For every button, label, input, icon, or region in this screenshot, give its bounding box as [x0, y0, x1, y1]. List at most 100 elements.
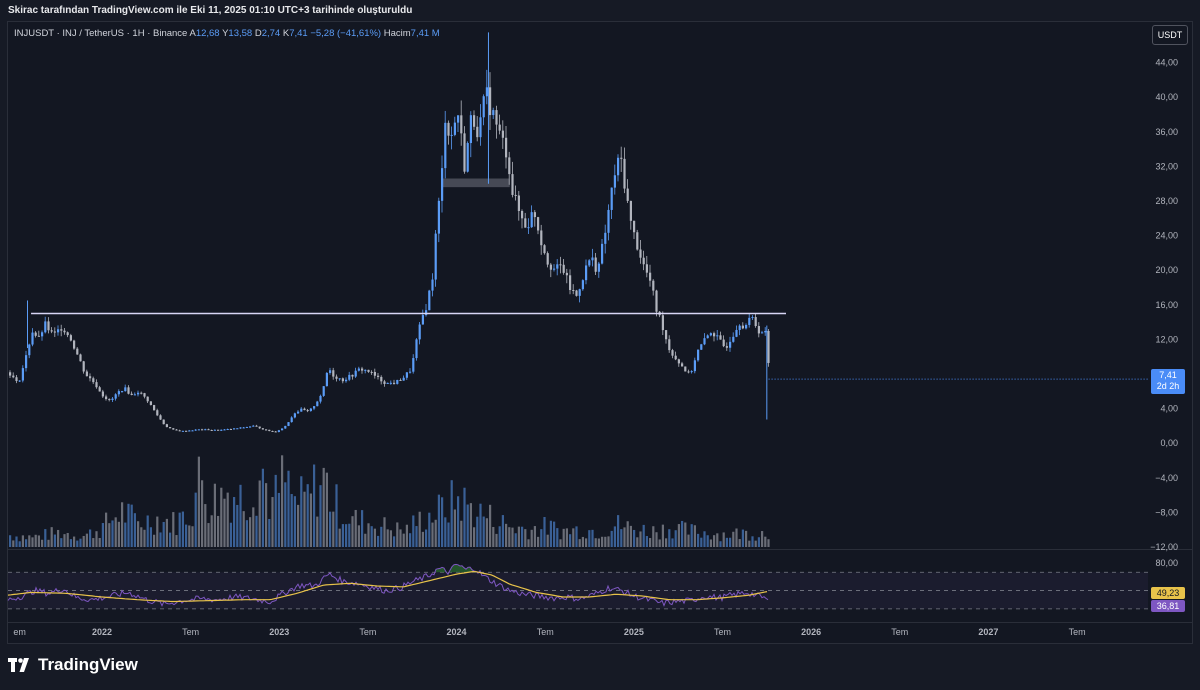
symbol-name[interactable]: INJUSDT · INJ / TetherUS · 1H · Binance — [14, 28, 188, 39]
rsi-value-badge: 36,81 — [1151, 600, 1185, 612]
close-value: 7,41 — [289, 28, 308, 39]
volume-bar — [729, 537, 732, 547]
volume-bar — [82, 535, 85, 547]
candle-body — [546, 253, 549, 265]
volume-bar — [565, 528, 568, 547]
volume-bar — [319, 485, 322, 547]
volume-bar — [50, 527, 53, 547]
candle-body — [271, 430, 274, 432]
volume-bar — [508, 527, 511, 547]
candle-body — [729, 341, 732, 348]
volume-bar — [549, 520, 552, 547]
price-chart-svg: 44,00 40,00 36,00 32,00 28,00 24,00 20,00 16,00… — [7, 32, 1192, 637]
tradingview-logo[interactable]: TradingView — [8, 655, 138, 675]
volume-bar — [633, 529, 636, 547]
volume-bar — [412, 515, 415, 547]
volume-bar — [25, 539, 28, 547]
time-tick-label: 2024 — [447, 627, 467, 637]
volume-bar — [537, 536, 540, 547]
volume-bar — [405, 524, 408, 547]
volume-bar — [559, 539, 562, 547]
symbol-legend[interactable]: INJUSDT · INJ / TetherUS · 1H · Binance … — [14, 28, 440, 39]
volume-bar — [149, 527, 152, 547]
candle-body — [197, 429, 200, 431]
volume-bar — [361, 510, 364, 547]
candle-body — [364, 369, 367, 371]
time-tick-label: Tem — [537, 627, 554, 637]
volume-bar — [450, 480, 453, 547]
volume-bar — [562, 528, 565, 547]
candle-body — [655, 290, 658, 312]
price-tick-label: 44,00 — [1155, 58, 1178, 68]
candle-body — [98, 387, 101, 392]
volume-bar — [351, 516, 354, 547]
volume-bar — [281, 455, 284, 547]
candle-body — [543, 245, 546, 254]
candle-body — [434, 233, 437, 280]
price-tick-label: 4,00 — [1160, 404, 1178, 414]
volume-bar — [316, 516, 319, 547]
candle-body — [501, 130, 504, 138]
time-tick-label: 2023 — [269, 627, 289, 637]
candle-body — [610, 187, 613, 210]
price-tick-label: 40,00 — [1155, 92, 1178, 102]
candle-body — [447, 122, 450, 136]
volume-bar — [57, 529, 60, 547]
candle-body — [601, 243, 604, 264]
candle-body — [649, 272, 652, 281]
candle-body — [121, 391, 124, 393]
candle-body — [66, 332, 69, 336]
candle-body — [767, 330, 770, 363]
candle-body — [511, 174, 514, 195]
candle-body — [415, 339, 418, 359]
volume-bar — [681, 520, 684, 547]
candle-body — [37, 335, 40, 337]
volume-bar — [713, 535, 716, 547]
volume-bar — [617, 515, 620, 547]
volume-bar — [37, 535, 40, 547]
volume-bar — [441, 497, 444, 547]
candle-body — [57, 329, 60, 333]
volume-bar — [66, 532, 69, 547]
volume-bar — [322, 467, 325, 547]
volume-bar — [517, 526, 520, 547]
chart-caption: Skirac tarafından TradingView.com ile Ek… — [8, 5, 413, 16]
volume-bar — [162, 521, 165, 547]
candle-body — [108, 399, 111, 401]
low-value: 2,74 — [261, 28, 281, 39]
price-tick-label: 24,00 — [1155, 231, 1178, 241]
candle-body — [588, 260, 591, 266]
volume-bar — [575, 526, 578, 547]
candle-body — [210, 430, 213, 432]
candle-body — [89, 376, 92, 379]
candle-body — [130, 393, 133, 395]
candle-body — [319, 395, 322, 402]
volume-bar — [521, 526, 524, 547]
volume-bar — [197, 456, 200, 547]
candle-body — [162, 419, 165, 425]
volume-bar — [108, 523, 111, 547]
price-tick-label: 0,00 — [1160, 438, 1178, 448]
candle-body — [361, 368, 364, 371]
candle-body — [482, 96, 485, 118]
volume-bar — [207, 523, 210, 547]
currency-button[interactable]: USDT — [1152, 25, 1188, 45]
volume-bar — [629, 525, 632, 547]
candle-body — [239, 427, 242, 429]
candle-body — [242, 427, 245, 429]
candle-body — [626, 188, 629, 201]
volume-bar — [188, 525, 191, 547]
candle-body — [373, 371, 376, 376]
volume-bar — [418, 511, 421, 547]
volume-bar — [767, 539, 770, 547]
candle-body — [505, 137, 508, 158]
candle-body — [706, 335, 709, 339]
volume-bar — [213, 483, 216, 547]
volume-bar — [332, 511, 335, 547]
volume-bar — [364, 533, 367, 547]
volume-bar — [761, 531, 764, 547]
volume-bar — [453, 509, 456, 547]
time-tick-label: 2025 — [624, 627, 644, 637]
candle-body — [351, 374, 354, 377]
volume-bar — [444, 517, 447, 547]
